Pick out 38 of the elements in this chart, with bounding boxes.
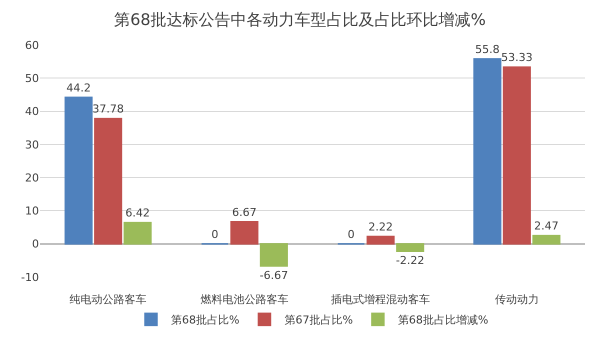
legend-label: 第67批占比% [284, 314, 353, 327]
bar [366, 236, 395, 245]
data-label: 6.67 [232, 206, 257, 219]
x-tick-label: 燃料电池公路客车 [200, 293, 288, 306]
data-label: 2.22 [368, 220, 393, 234]
bar [532, 234, 560, 245]
data-label: 2.47 [534, 220, 559, 233]
data-label: 0 [211, 228, 218, 241]
x-tick-label: 插电式增程混动客车 [331, 293, 430, 306]
chart-title: 第68批达标公告中各动力车型占比及占比环比增减% [114, 10, 486, 30]
data-label: -6.67 [260, 268, 288, 282]
bar [230, 221, 258, 245]
legend-label: 第68批占比增减% [398, 314, 488, 327]
y-tick-label: 60 [25, 38, 39, 52]
legend-label: 第68批占比% [171, 314, 240, 327]
y-tick-label: 10 [25, 204, 39, 218]
bar [502, 66, 531, 245]
data-label: 0 [348, 228, 355, 241]
data-label: 55.8 [475, 42, 500, 56]
y-tick-label: 40 [25, 105, 39, 118]
x-tick-label: 传动动力 [494, 293, 539, 306]
bar [124, 222, 152, 245]
y-tick-label: 50 [25, 72, 39, 85]
data-label: 53.33 [501, 51, 533, 64]
y-tick-label: 0 [32, 238, 39, 251]
bar [94, 118, 122, 245]
y-tick-label: 30 [25, 138, 39, 152]
data-label: 44.2 [66, 81, 91, 94]
bar [396, 243, 424, 252]
data-label: 37.78 [92, 102, 124, 116]
bar [473, 58, 502, 245]
y-tick-label: 20 [25, 171, 39, 184]
data-label: 6.42 [125, 206, 150, 220]
x-tick-label: 纯电动公路客车 [70, 293, 147, 306]
y-tick-label: -10 [21, 270, 39, 284]
data-label: -2.22 [396, 254, 424, 268]
bar [260, 243, 288, 267]
bar [64, 96, 93, 245]
